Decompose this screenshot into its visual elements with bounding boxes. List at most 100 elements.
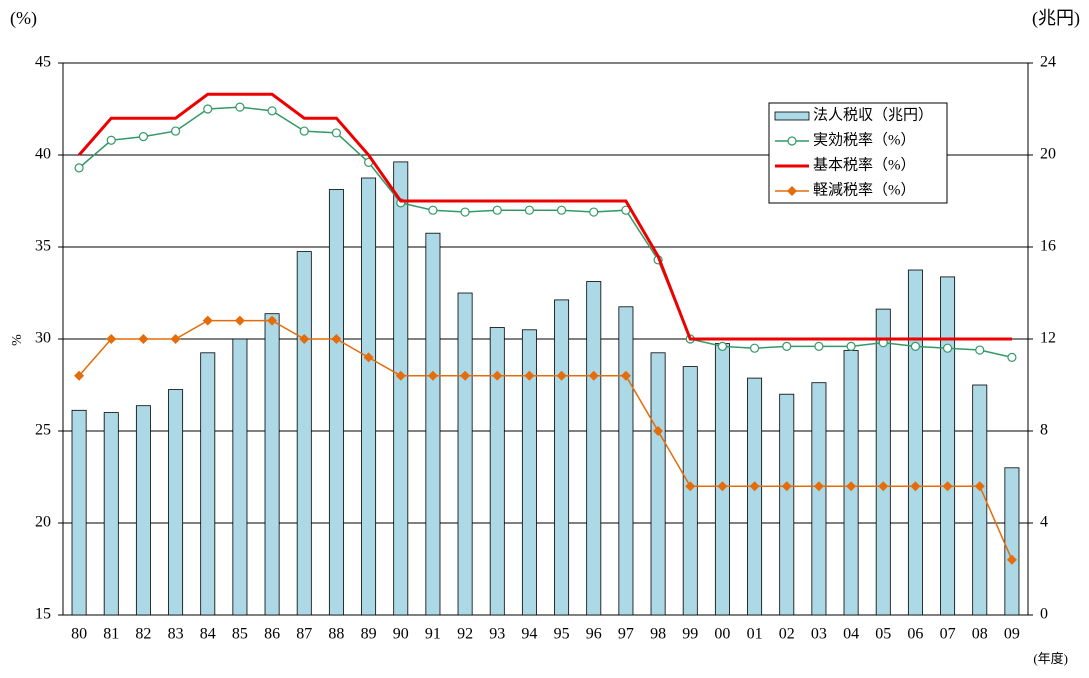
point: [170, 126, 181, 136]
y2-tick-label: 0: [1040, 606, 1048, 623]
legend-label: 軽減税率（%）: [813, 181, 916, 198]
point: [653, 426, 664, 436]
point: [782, 341, 792, 351]
bar: [361, 177, 377, 616]
point: [106, 135, 116, 145]
x-tick-label: 02: [779, 626, 795, 643]
x-tick-label: 09: [1004, 626, 1020, 643]
point: [460, 207, 470, 217]
point: [556, 205, 567, 215]
point: [428, 205, 438, 215]
bar: [296, 251, 312, 616]
point: [427, 370, 438, 381]
point: [267, 106, 277, 116]
point: [106, 334, 117, 344]
bar: [489, 327, 505, 616]
point: [749, 481, 760, 492]
point: [203, 104, 213, 114]
y-tick-label: 15: [35, 606, 51, 623]
point: [1006, 554, 1017, 565]
point: [781, 481, 792, 492]
legend-marker: [787, 186, 797, 196]
bar: [618, 306, 634, 616]
point: [74, 370, 85, 381]
x-tick-label: 93: [489, 626, 505, 643]
point: [331, 128, 342, 138]
point: [685, 481, 696, 492]
x-tick-label: 83: [168, 626, 184, 643]
x-tick-label: 88: [328, 626, 344, 643]
x-tick-label: 00: [714, 626, 730, 643]
bar: [393, 161, 409, 616]
bar: [135, 405, 151, 616]
bar: [554, 299, 570, 616]
x-tick-label: 06: [907, 626, 923, 643]
bar: [811, 382, 827, 616]
bar: [650, 352, 666, 616]
x-tick-label: 82: [135, 626, 151, 643]
point: [717, 341, 728, 351]
point: [460, 370, 471, 381]
legend-label: 法人税収（兆円）: [813, 106, 933, 123]
point: [910, 341, 921, 351]
point: [524, 205, 535, 215]
bar: [972, 384, 988, 616]
y-tick-label: 25: [35, 422, 51, 439]
point: [749, 343, 760, 353]
bar: [71, 409, 87, 616]
point: [1007, 352, 1017, 362]
y-tick-label: 45: [35, 54, 51, 71]
y-tick-label: 30: [35, 330, 51, 347]
point: [813, 481, 824, 492]
right-unit: (兆円): [1032, 8, 1080, 29]
x-tick-label: 86: [264, 626, 280, 643]
line: [78, 106, 1013, 359]
x-tick-label: 97: [618, 626, 634, 643]
y2-tick-label: 12: [1040, 330, 1056, 347]
x-tick-label: 04: [843, 626, 859, 643]
x-tick-label: 03: [811, 626, 827, 643]
point: [234, 315, 245, 326]
x-tick-label: 89: [361, 626, 377, 643]
bar: [1004, 467, 1020, 616]
x-tick-label: 80: [71, 626, 87, 643]
bar: [457, 292, 473, 616]
point: [363, 352, 374, 363]
legend-label: 基本税率（%）: [813, 156, 916, 173]
bar: [940, 276, 956, 616]
bar: [200, 352, 216, 616]
x-tick-label: 91: [425, 626, 441, 643]
left-unit: (%): [10, 8, 37, 29]
bar: [586, 281, 602, 616]
point: [846, 341, 856, 351]
bar: [264, 313, 280, 616]
point: [492, 370, 503, 381]
point: [138, 132, 149, 142]
x-tick-label: 85: [232, 626, 248, 643]
x-tick-label: 94: [521, 626, 537, 643]
y-axis-label: %: [10, 334, 25, 346]
legend-label: 実効税率（%）: [813, 131, 916, 148]
point: [492, 205, 502, 215]
point: [395, 370, 406, 381]
legend-swatch: [774, 111, 810, 121]
bar: [425, 232, 441, 616]
point: [846, 481, 857, 492]
x-tick-label: 99: [682, 626, 698, 643]
point: [267, 315, 278, 326]
point: [299, 126, 309, 136]
y2-tick-label: 4: [1040, 514, 1048, 531]
point: [878, 481, 889, 492]
x-tick-label: 92: [457, 626, 473, 643]
point: [942, 481, 953, 492]
x-tick-label: 05: [875, 626, 891, 643]
x-tick-label: 96: [586, 626, 602, 643]
point: [138, 334, 149, 344]
x-tick-label: 98: [650, 626, 666, 643]
y2-tick-label: 20: [1040, 146, 1056, 163]
bar: [521, 329, 537, 616]
x-tick-label: 87: [296, 626, 312, 643]
bar: [747, 377, 763, 616]
point: [974, 481, 985, 492]
